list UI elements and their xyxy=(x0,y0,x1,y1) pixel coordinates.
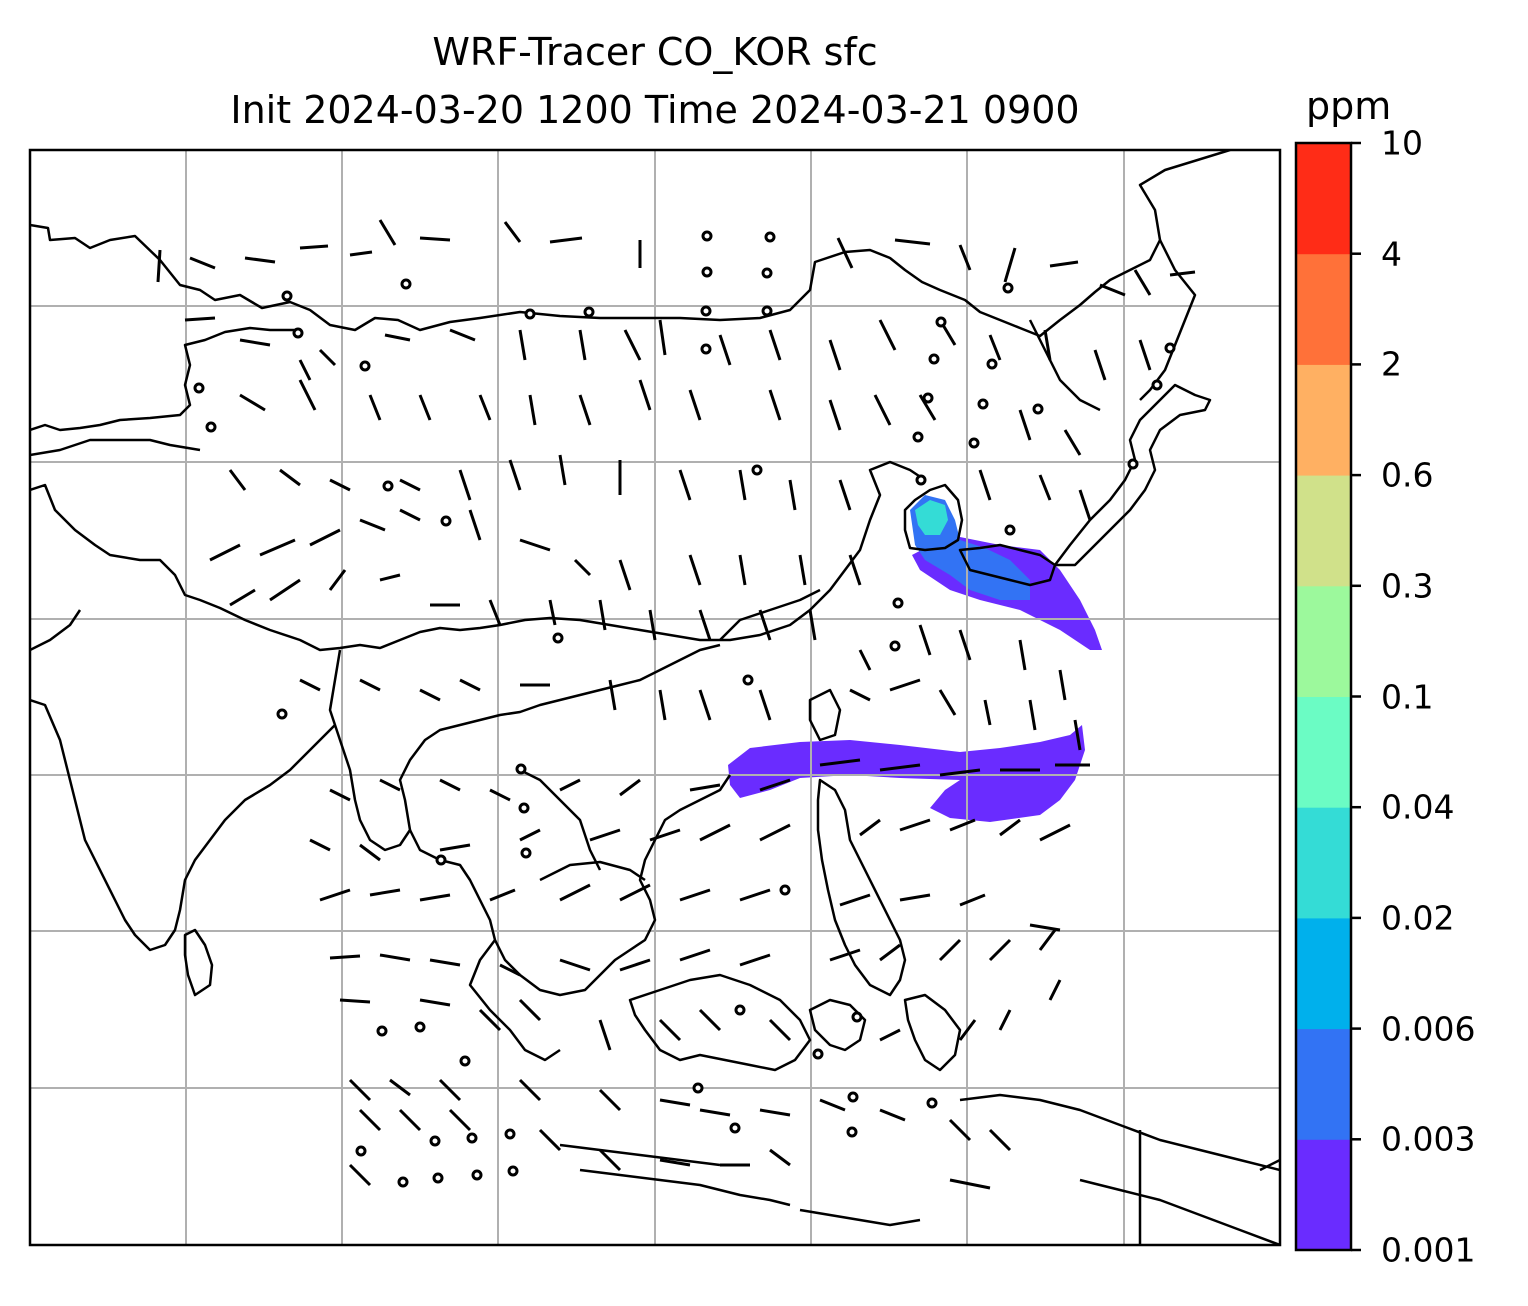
plume-pacific-band xyxy=(728,725,1085,822)
colorbar-band xyxy=(1296,917,1351,1030)
colorbar-tick-label: 4 xyxy=(1381,234,1402,274)
map-gridlines xyxy=(30,150,1280,1245)
colorbar-band xyxy=(1296,253,1351,365)
colorbar-band xyxy=(1296,696,1351,808)
colorbar-band xyxy=(1296,1139,1351,1251)
colorbar-tick-label: 2 xyxy=(1381,344,1402,384)
colorbar-tick-label: 0.6 xyxy=(1381,455,1434,495)
colorbar-tick-label: 0.003 xyxy=(1381,1119,1476,1159)
colorbar-unit: ppm xyxy=(1306,84,1392,128)
title-line-1: WRF-Tracer CO_KOR sfc xyxy=(432,30,878,74)
coastlines xyxy=(30,150,1280,1245)
map-frame xyxy=(28,148,1282,1247)
colorbar-band xyxy=(1296,1028,1351,1140)
colorbar-band xyxy=(1296,143,1351,255)
colorbar-tick-label: 0.1 xyxy=(1381,677,1434,716)
colorbar-band xyxy=(1296,807,1351,919)
plume-korea-high xyxy=(915,500,948,535)
colorbar-band xyxy=(1296,364,1351,476)
colorbar-tick-label: 0.04 xyxy=(1381,787,1455,827)
tracer-plumes xyxy=(728,495,1102,822)
colorbar-tick-label: 0.3 xyxy=(1381,566,1434,606)
colorbar-band xyxy=(1296,475,1351,587)
wind-barbs xyxy=(156,219,1196,1190)
title-line-2: Init 2024-03-20 1200 Time 2024-03-21 090… xyxy=(230,88,1080,132)
colorbar-tick-label: 0.02 xyxy=(1381,898,1455,938)
colorbar-band xyxy=(1296,585,1351,697)
colorbar-tick-label: 0.006 xyxy=(1381,1009,1476,1049)
colorbar-tick-label: 10 xyxy=(1381,123,1423,163)
calm-wind-markers xyxy=(193,230,1176,1188)
colorbar-tick-label: 0.001 xyxy=(1381,1230,1476,1270)
